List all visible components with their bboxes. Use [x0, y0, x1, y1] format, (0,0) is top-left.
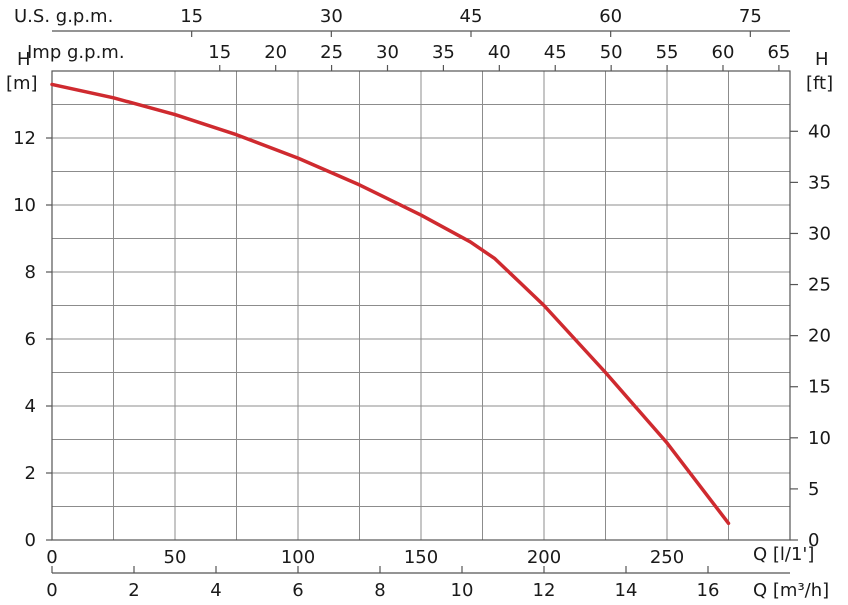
- imp-gpm-tick-label: 55: [656, 42, 679, 63]
- y-right-tick-label: 30: [808, 223, 831, 244]
- imp-gpm-tick-label: 65: [767, 42, 790, 63]
- grid: [52, 71, 790, 540]
- y-left-tick-label: 6: [25, 329, 36, 350]
- x-m3h-tick-label: 8: [374, 580, 385, 601]
- plot-frame: [51, 30, 791, 574]
- y-right-tick-label: 15: [808, 377, 831, 398]
- y-left-title: H: [17, 49, 31, 70]
- x-m3h-tick-label: 6: [292, 580, 303, 601]
- y-right-title: H: [815, 49, 829, 70]
- plot-border: [51, 70, 791, 541]
- x-lpm-tick-label: 200: [527, 547, 561, 568]
- us-gpm-tick-label: 75: [739, 6, 762, 27]
- y-left-tick-label: 10: [13, 195, 36, 216]
- y-right-tick-label: 35: [808, 172, 831, 193]
- y-right-unit: [ft]: [806, 73, 833, 94]
- x-lpm-tick-label: 250: [650, 547, 684, 568]
- imp-gpm-label: Imp g.p.m.: [27, 42, 125, 63]
- axis-labels: U.S. g.p.m. Imp g.p.m. H [m] H [ft] Q [l…: [6, 6, 833, 601]
- x-lpm-tick-label: 100: [281, 547, 315, 568]
- us-gpm-tick-label: 15: [180, 6, 203, 27]
- pump-curve-line: [50, 82, 731, 526]
- imp-gpm-tick-label: 35: [432, 42, 455, 63]
- y-left-tick-label: 12: [13, 128, 36, 149]
- x-m3h-tick-label: 16: [697, 580, 720, 601]
- imp-gpm-tick-label: 50: [600, 42, 623, 63]
- x-m3h-tick-label: 2: [128, 580, 139, 601]
- tick-marks: [46, 31, 798, 573]
- series-layer: [50, 82, 731, 526]
- x-m3h-tick-label: 12: [533, 580, 556, 601]
- x-m3h-tick-label: 14: [615, 580, 638, 601]
- imp-gpm-tick-label: 45: [544, 42, 567, 63]
- imp-gpm-tick-label: 25: [320, 42, 343, 63]
- x-m3h-tick-label: 0: [46, 580, 57, 601]
- y-right-tick-label: 5: [808, 479, 819, 500]
- imp-gpm-tick-label: 60: [712, 42, 735, 63]
- y-right-tick-label: 25: [808, 275, 831, 296]
- x-lpm-tick-label: 150: [404, 547, 438, 568]
- x-lpm-tick-label: 0: [46, 547, 57, 568]
- y-left-tick-label: 2: [25, 463, 36, 484]
- y-right-tick-label: 0: [808, 530, 819, 551]
- us-gpm-tick-label: 60: [599, 6, 622, 27]
- x-m3h-tick-label: 4: [210, 580, 221, 601]
- y-right-tick-label: 40: [808, 121, 831, 142]
- y-right-tick-label: 20: [808, 326, 831, 347]
- imp-gpm-tick-label: 30: [376, 42, 399, 63]
- y-right-tick-label: 10: [808, 428, 831, 449]
- imp-gpm-tick-label: 40: [488, 42, 511, 63]
- y-left-tick-label: 8: [25, 262, 36, 283]
- us-gpm-tick-label: 45: [460, 6, 483, 27]
- x-lpm-label: Q [l/1']: [753, 544, 814, 565]
- y-left-tick-label: 4: [25, 396, 36, 417]
- x-m3h-label: Q [m³/h]: [753, 580, 829, 601]
- y-left-unit: [m]: [6, 73, 38, 94]
- x-m3h-tick-label: 10: [451, 580, 474, 601]
- us-gpm-label: U.S. g.p.m.: [14, 6, 113, 27]
- imp-gpm-tick-label: 15: [208, 42, 231, 63]
- imp-gpm-tick-label: 20: [264, 42, 287, 63]
- x-lpm-tick-label: 50: [164, 547, 187, 568]
- y-left-tick-label: 0: [25, 530, 36, 551]
- us-gpm-tick-label: 30: [320, 6, 343, 27]
